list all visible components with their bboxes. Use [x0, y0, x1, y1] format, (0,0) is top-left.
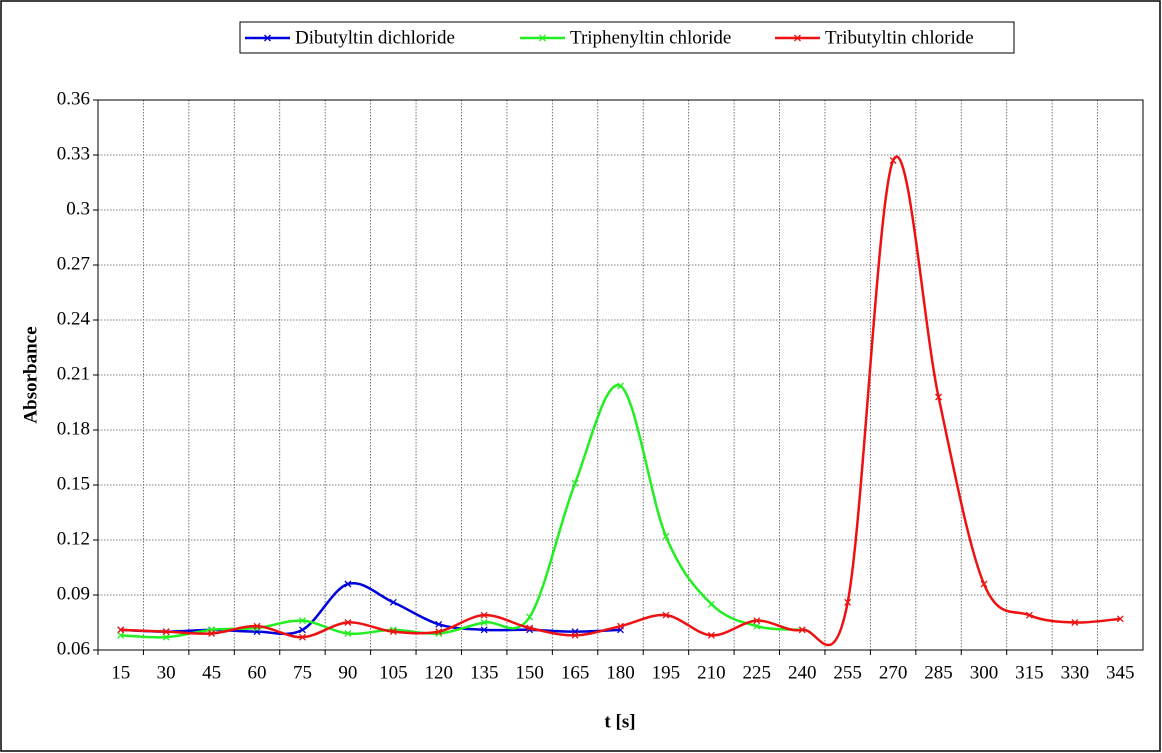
- point-marker: [526, 624, 534, 632]
- x-tick-label: 255: [833, 662, 862, 683]
- point-marker: [844, 598, 852, 606]
- legend-label: Triphenyltin chloride: [570, 27, 731, 48]
- x-tick-label: 195: [652, 662, 681, 683]
- point-marker: [344, 630, 352, 637]
- y-tick-label: 0.21: [57, 363, 90, 384]
- point-marker: [889, 157, 897, 164]
- point-marker: [344, 580, 352, 588]
- x-tick-label: 60: [248, 662, 267, 683]
- point-marker: [389, 628, 397, 636]
- x-tick-label: 45: [202, 662, 221, 683]
- x-tick-label: 105: [379, 662, 408, 683]
- point-marker: [571, 631, 579, 639]
- y-tick-label: 0.09: [57, 583, 90, 604]
- x-tick-label: 315: [1015, 662, 1044, 683]
- y-tick-label: 0.33: [57, 143, 90, 164]
- y-tick-label: 0.3: [66, 198, 90, 219]
- series-line: [120, 384, 803, 639]
- y-tick-label: 0.06: [57, 638, 90, 659]
- x-tick-label: 30: [157, 662, 176, 683]
- point-marker: [798, 626, 806, 634]
- y-tick-label: 0.36: [57, 88, 90, 109]
- point-marker: [707, 631, 715, 639]
- y-tick-label: 0.24: [57, 308, 91, 329]
- x-tick-label: 120: [425, 662, 454, 683]
- point-marker: [753, 617, 761, 625]
- point-marker: [935, 393, 943, 401]
- point-marker: [480, 626, 488, 634]
- x-tick-label: 15: [111, 662, 130, 683]
- x-tick-label: 150: [515, 662, 544, 683]
- point-marker: [298, 633, 306, 641]
- point-marker: [435, 628, 443, 636]
- point-marker: [298, 626, 306, 634]
- point-marker: [480, 611, 488, 619]
- point-marker: [980, 580, 988, 588]
- legend-marker: [539, 34, 546, 42]
- x-tick-label: 75: [293, 662, 312, 683]
- x-tick-label: 135: [470, 662, 499, 683]
- x-tick-label: 330: [1061, 662, 1090, 683]
- x-tick-label: 300: [970, 662, 999, 683]
- x-tick-label: 240: [788, 662, 817, 683]
- y-tick-label: 0.27: [57, 253, 90, 274]
- point-marker: [435, 620, 443, 628]
- x-tick-label: 180: [606, 662, 635, 683]
- point-marker: [389, 598, 397, 606]
- x-tick-label: 285: [924, 662, 953, 683]
- point-marker: [344, 619, 352, 626]
- point-marker: [253, 622, 261, 630]
- point-marker: [662, 532, 670, 540]
- plot-border: [97, 99, 1144, 651]
- legend-marker: [794, 34, 801, 42]
- legend-label: Dibutyltin dichloride: [295, 27, 455, 48]
- point-marker: [117, 631, 125, 639]
- point-marker: [617, 382, 624, 390]
- legend-label: Tributyltin chloride: [825, 27, 974, 48]
- point-marker: [1025, 611, 1033, 619]
- point-marker: [480, 619, 488, 626]
- point-marker: [526, 613, 534, 621]
- y-tick-label: 0.12: [57, 528, 90, 549]
- x-axis-title: t [s]: [604, 711, 635, 732]
- y-axis-title: Absorbance: [20, 326, 41, 423]
- legend-box: [239, 21, 1015, 54]
- x-tick-label: 165: [561, 662, 590, 683]
- point-marker: [298, 617, 306, 625]
- point-marker: [753, 622, 761, 630]
- x-tick-label: 345: [1106, 662, 1135, 683]
- point-marker: [1116, 615, 1124, 623]
- point-marker: [571, 479, 579, 487]
- y-tick-label: 0.18: [57, 418, 90, 439]
- point-marker: [162, 628, 170, 636]
- point-marker: [208, 630, 216, 637]
- point-marker: [162, 633, 170, 641]
- point-marker: [662, 611, 670, 619]
- point-marker: [617, 622, 624, 630]
- x-tick-label: 210: [697, 662, 726, 683]
- point-marker: [707, 600, 715, 608]
- y-tick-label: 0.15: [57, 473, 90, 494]
- point-marker: [117, 626, 125, 634]
- x-tick-label: 225: [743, 662, 772, 683]
- x-tick-label: 90: [338, 662, 357, 683]
- point-marker: [1071, 619, 1079, 626]
- legend-marker: [264, 34, 271, 42]
- series-line: [120, 155, 1121, 647]
- x-tick-label: 270: [879, 662, 908, 683]
